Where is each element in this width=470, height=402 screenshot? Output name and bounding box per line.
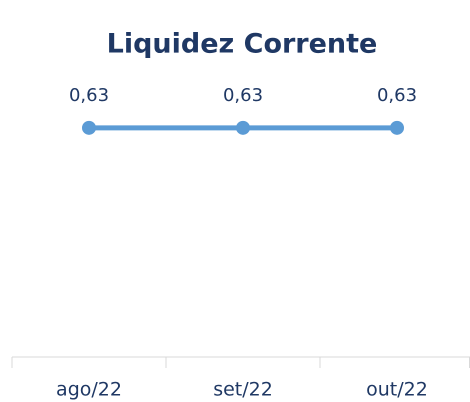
- data-label: 0,63: [377, 85, 417, 106]
- point: [390, 120, 404, 135]
- point: [236, 120, 250, 135]
- data-label: 0,63: [223, 85, 263, 106]
- x-tick-label: set/22: [213, 379, 273, 401]
- point: [82, 120, 96, 135]
- chart-title: Liquidez Corrente: [107, 29, 378, 60]
- data-label: 0,63: [69, 85, 109, 106]
- x-tick-label: out/22: [366, 379, 428, 401]
- x-tick-label: ago/22: [56, 379, 122, 401]
